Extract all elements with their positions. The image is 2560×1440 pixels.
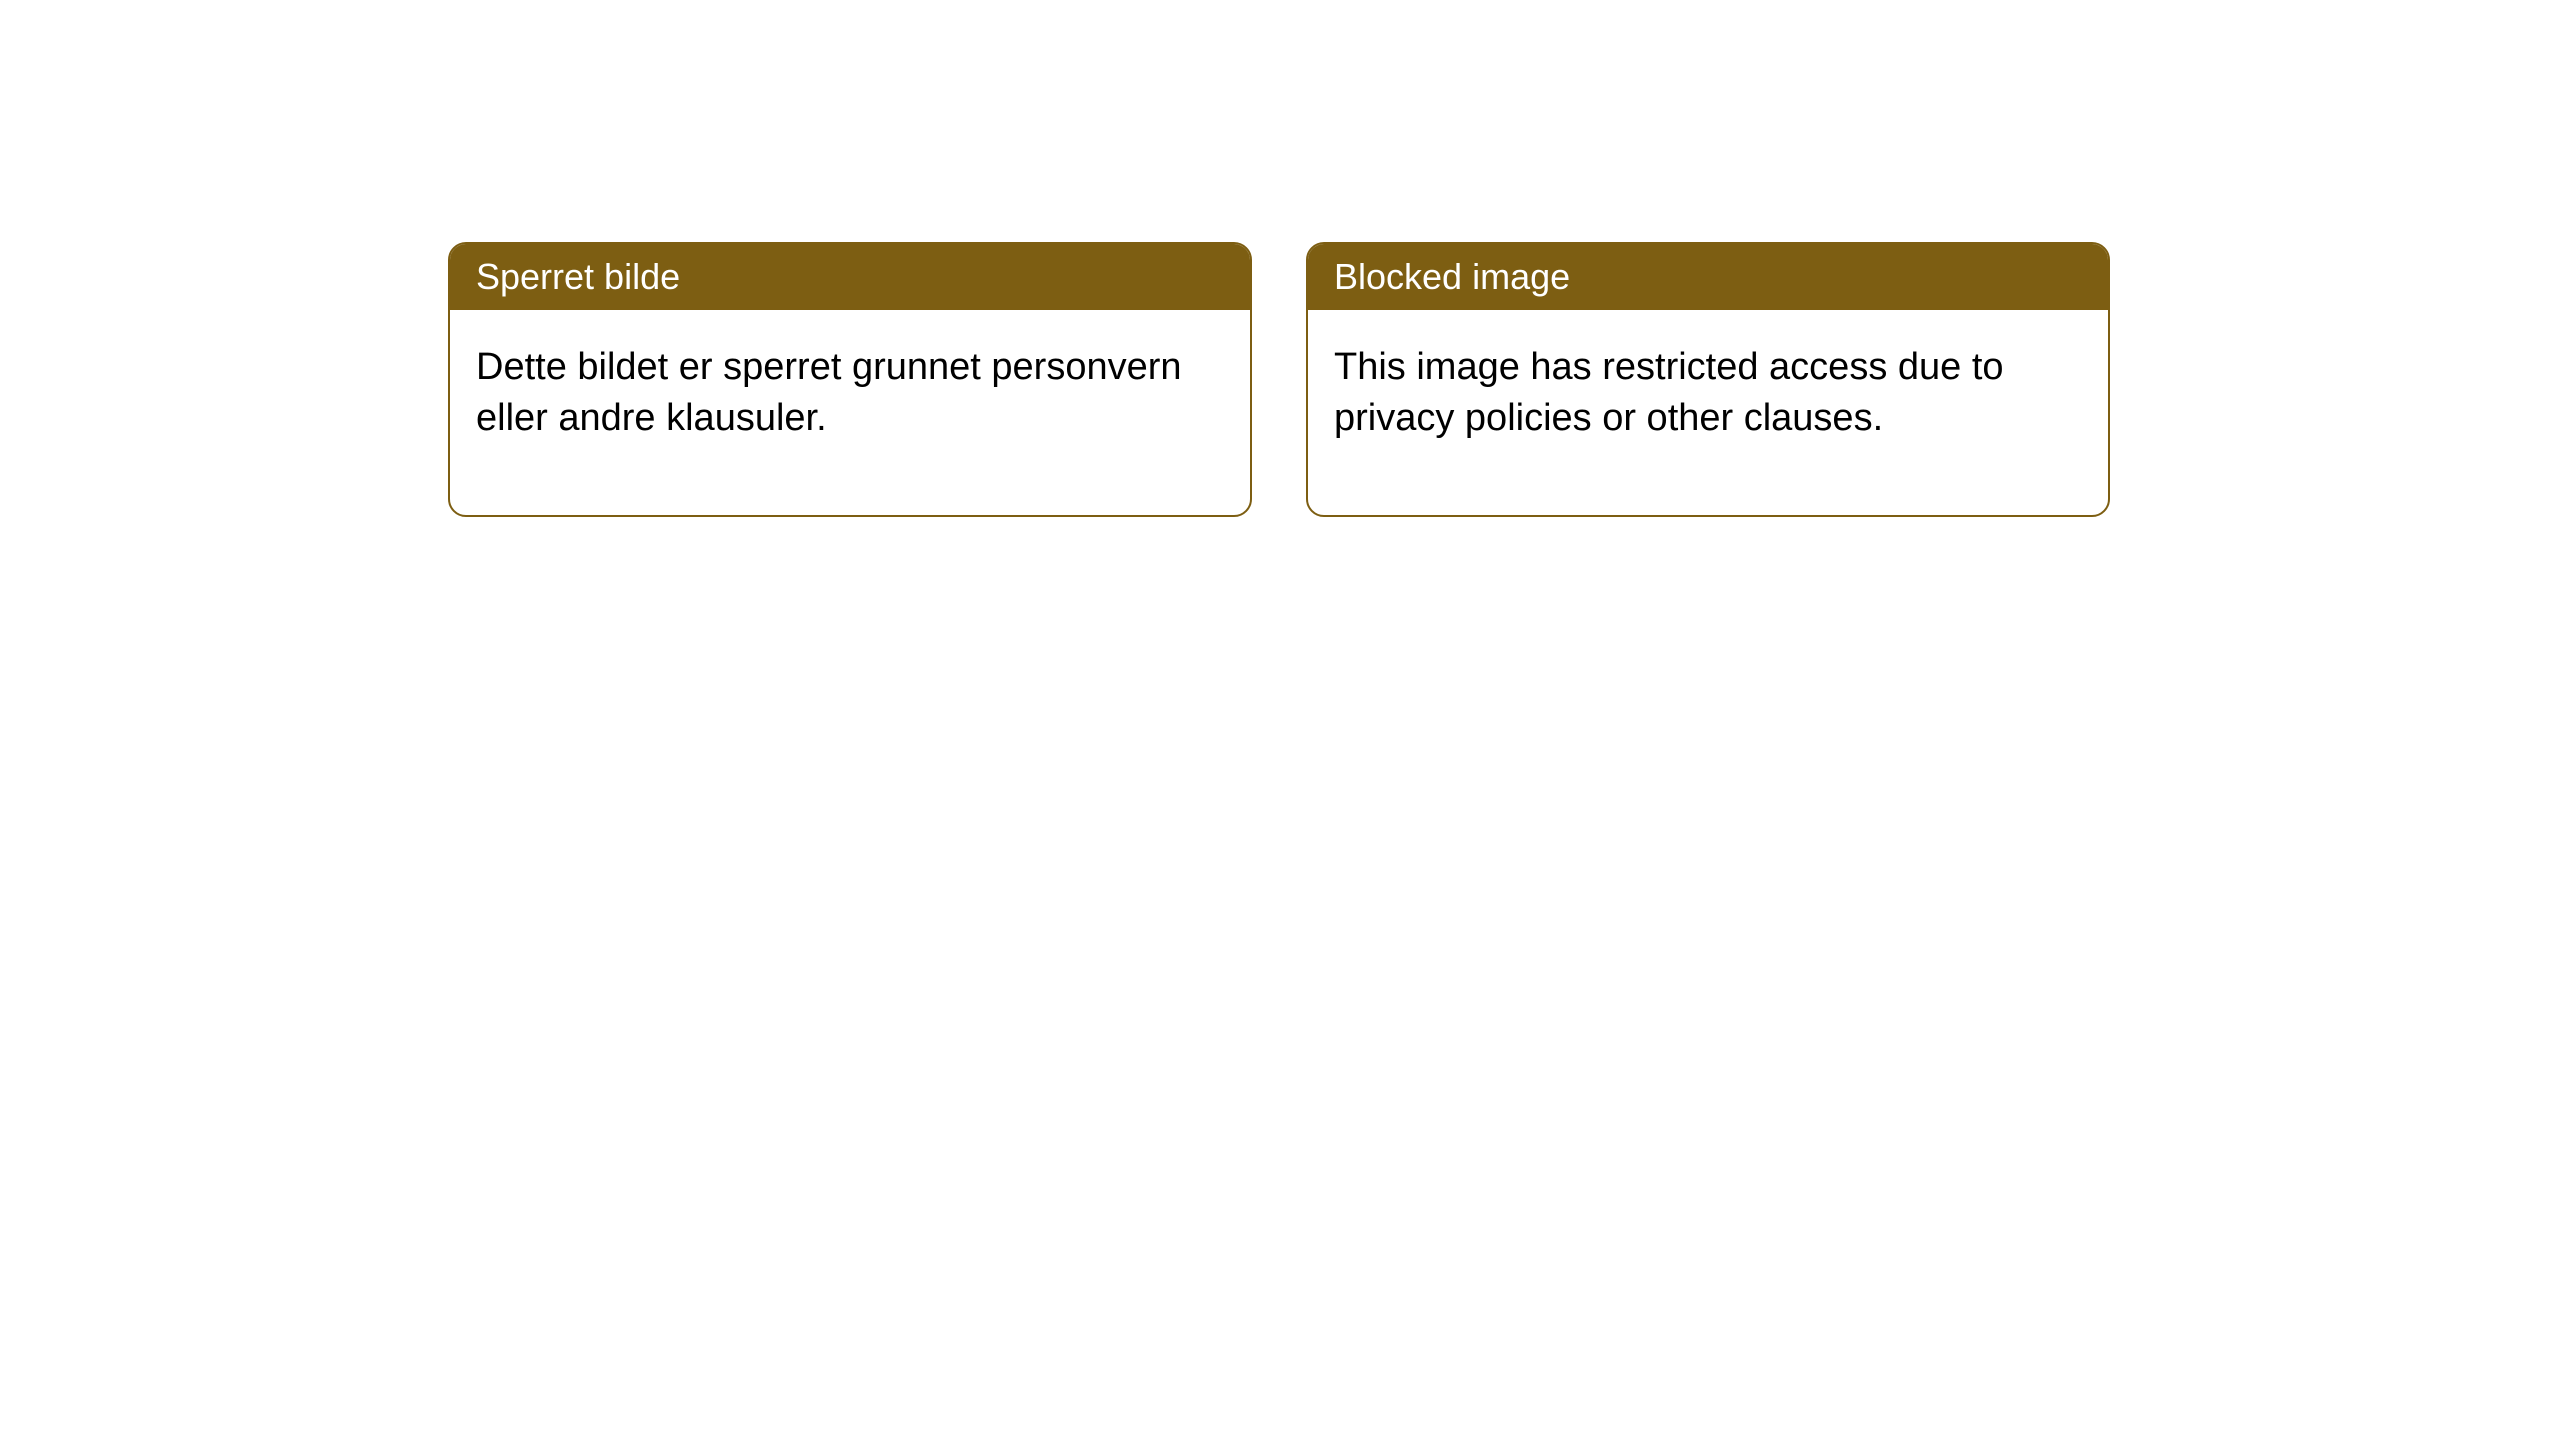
notice-body-text: This image has restricted access due to … — [1334, 346, 2004, 439]
notice-card-norwegian: Sperret bilde Dette bildet er sperret gr… — [448, 242, 1252, 517]
notice-body: This image has restricted access due to … — [1308, 310, 2108, 515]
notice-header: Blocked image — [1308, 244, 2108, 310]
notice-body-text: Dette bildet er sperret grunnet personve… — [476, 346, 1182, 439]
notices-container: Sperret bilde Dette bildet er sperret gr… — [0, 0, 2560, 517]
notice-body: Dette bildet er sperret grunnet personve… — [450, 310, 1250, 515]
notice-title: Sperret bilde — [476, 256, 680, 297]
notice-title: Blocked image — [1334, 256, 1570, 297]
notice-card-english: Blocked image This image has restricted … — [1306, 242, 2110, 517]
notice-header: Sperret bilde — [450, 244, 1250, 310]
